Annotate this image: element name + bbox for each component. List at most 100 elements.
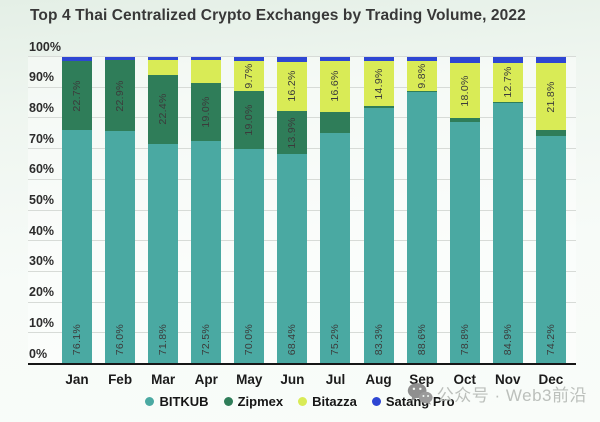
value-label-bitkub-oct: 78.8% <box>458 323 471 355</box>
segment-bitkub-nov: 84.9% <box>492 103 523 364</box>
bar-nov: 12.7% 84.9% <box>492 57 523 364</box>
segment-bitkub-jun: 68.4% <box>277 154 308 364</box>
bar-jan: 22.7% 76.1% <box>62 57 92 364</box>
x-tick-label-jun: Jun <box>280 372 305 387</box>
bar-mar: 22.4% 71.8% <box>148 57 179 364</box>
value-label-bitazza-nov: 12.7% <box>501 66 514 98</box>
value-label-bitkub-jun: 68.4% <box>286 323 299 355</box>
x-tick-label-oct: Oct <box>453 372 476 387</box>
segment-bitkub-oct: 78.8% <box>449 122 480 364</box>
value-label-bitazza-jun: 16.2% <box>286 70 299 103</box>
x-tick-label-apr: Apr <box>194 372 218 387</box>
segment-satang-pro-mar <box>148 57 179 61</box>
value-label-bitkub-apr: 72.5% <box>199 323 212 355</box>
legend-label-zipmex: Zipmex <box>237 394 284 409</box>
value-label-bitazza-aug: 14.9% <box>372 67 385 100</box>
chart-title: Top 4 Thai Centralized Crypto Exchanges … <box>30 7 526 24</box>
segment-satang-pro-jul <box>320 57 351 61</box>
segment-zipmex-jul <box>320 111 351 134</box>
segment-satang-pro-oct <box>449 57 480 64</box>
wechat-icon <box>407 383 433 405</box>
segment-bitazza-dec: 21.8% <box>535 63 566 131</box>
x-tick-label-dec: Dec <box>538 372 564 387</box>
segment-satang-pro-sep <box>406 57 437 61</box>
legend-label-satang-pro: Satang Pro <box>385 394 455 409</box>
value-label-zipmex-mar: 22.4% <box>156 93 169 125</box>
legend-dot-satang-pro <box>371 397 381 406</box>
bars-layer: 22.7% 76.1% 22.9% 76.0% 22.4% 71.8% 19.0% 72.5%… <box>62 57 566 364</box>
x-tick-label-jul: Jul <box>325 372 346 387</box>
segment-bitazza-jun: 16.2% <box>277 61 308 112</box>
bar-oct: 18.0% 78.8% <box>449 57 480 364</box>
value-label-zipmex-jan: 22.7% <box>70 79 83 112</box>
x-tick-label-mar: Mar <box>151 372 176 387</box>
segment-bitazza-mar <box>148 60 179 75</box>
y-tick-label-100: 100% <box>29 39 61 54</box>
value-label-bitazza-may: 9.7% <box>243 63 256 89</box>
segment-satang-pro-dec <box>535 57 566 64</box>
segment-satang-pro-apr <box>191 57 222 61</box>
segment-bitkub-jul: 75.2% <box>320 133 351 364</box>
segment-satang-pro-feb <box>105 57 136 61</box>
x-tick-label-jan: Jan <box>65 372 89 387</box>
legend-label-bitkub: BITKUB <box>159 394 209 409</box>
value-label-bitkub-aug: 83.3% <box>372 323 385 355</box>
segment-zipmex-feb: 22.9% <box>105 60 136 131</box>
segment-satang-pro-jan <box>62 57 92 61</box>
segment-bitazza-apr <box>191 60 222 84</box>
segment-satang-pro-aug <box>363 57 394 61</box>
watermark: 公众号 · Web3前沿 <box>407 381 587 406</box>
value-label-zipmex-jun: 13.9% <box>286 117 299 149</box>
legend-item-bitazza: Bitazza <box>298 394 357 409</box>
y-tick-label-60: 60% <box>29 162 55 177</box>
x-axis-line <box>28 363 576 366</box>
segment-bitazza-aug: 14.9% <box>363 60 394 107</box>
x-tick-label-may: May <box>236 372 263 387</box>
segment-zipmex-aug <box>363 106 394 109</box>
segment-satang-pro-jun <box>277 57 308 62</box>
watermark-text: 公众号 · Web3前沿 <box>436 386 587 405</box>
bar-feb: 22.9% 76.0% <box>105 57 136 364</box>
gridline-100 <box>28 56 576 57</box>
segment-zipmex-apr: 19.0% <box>191 83 222 142</box>
legend: BITKUB Zipmex Bitazza Satang Pro <box>0 394 600 409</box>
legend-item-zipmex: Zipmex <box>223 394 284 409</box>
value-label-bitazza-sep: 9.8% <box>415 63 428 89</box>
bar-jul: 16.6% 75.2% <box>320 57 351 364</box>
segment-bitazza-sep: 9.8% <box>406 60 437 91</box>
value-label-bitkub-nov: 84.9% <box>501 323 514 355</box>
legend-label-bitazza: Bitazza <box>312 394 357 409</box>
y-tick-label-30: 30% <box>29 254 55 269</box>
segment-bitkub-feb: 76.0% <box>105 130 136 364</box>
segment-bitkub-dec: 74.2% <box>535 136 566 364</box>
value-label-bitkub-dec: 74.2% <box>544 323 557 355</box>
value-label-bitkub-may: 70.0% <box>243 323 256 355</box>
segment-zipmex-nov <box>492 101 523 104</box>
legend-dot-bitkub <box>145 397 155 406</box>
value-label-bitkub-jan: 76.1% <box>70 323 83 355</box>
x-axis-labels: Jan Feb Mar Apr May Jun Jul Aug Sep Oct Nov Dec <box>62 372 566 387</box>
y-tick-label-10: 10% <box>29 315 55 330</box>
segment-bitazza-oct: 18.0% <box>449 63 480 119</box>
segment-zipmex-dec <box>535 130 566 137</box>
segment-bitazza-nov: 12.7% <box>492 62 523 102</box>
bar-jun: 16.2% 13.9% 68.4% <box>277 57 308 364</box>
value-label-bitkub-sep: 88.6% <box>415 323 428 355</box>
segment-bitazza-jul: 16.6% <box>320 60 351 112</box>
bar-may: 9.7% 19.0% 70.0% <box>234 57 265 364</box>
segment-satang-pro-may <box>234 57 265 62</box>
value-label-zipmex-may: 19.0% <box>243 104 256 136</box>
value-label-bitazza-dec: 21.8% <box>544 80 557 113</box>
segment-bitkub-may: 70.0% <box>234 149 265 364</box>
segment-bitkub-apr: 72.5% <box>191 141 222 364</box>
segment-zipmex-sep <box>406 90 437 92</box>
value-label-bitazza-oct: 18.0% <box>458 75 471 107</box>
segment-bitkub-aug: 83.3% <box>363 108 394 364</box>
value-label-bitkub-jul: 75.2% <box>329 323 342 355</box>
y-tick-label-20: 20% <box>29 285 55 300</box>
segment-zipmex-oct <box>449 118 480 123</box>
y-tick-label-40: 40% <box>29 223 55 238</box>
x-tick-label-nov: Nov <box>495 372 521 387</box>
segment-bitazza-may: 9.7% <box>234 61 265 91</box>
